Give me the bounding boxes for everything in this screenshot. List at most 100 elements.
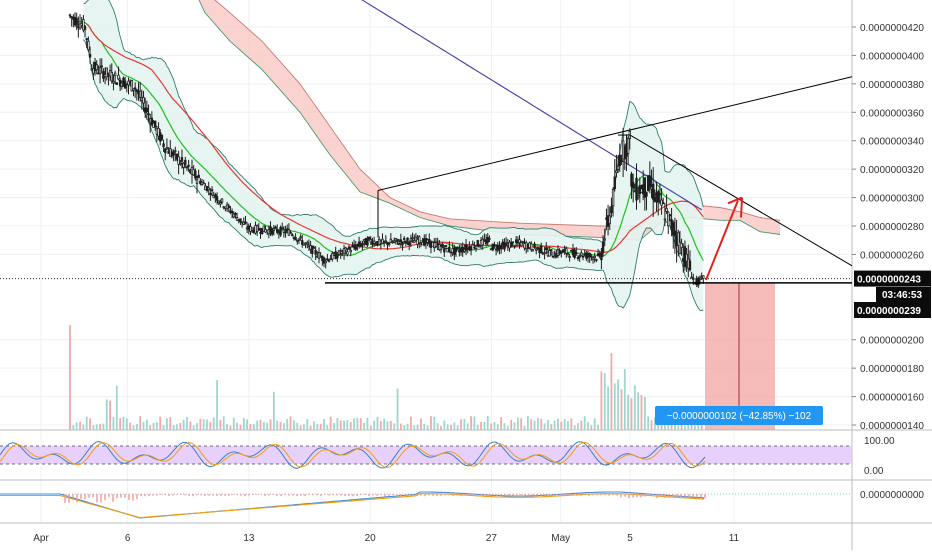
volume-bar: [553, 420, 556, 430]
time-axis[interactable]: Apr 6 13 20 27 May 5 11: [33, 533, 739, 544]
volume-bar: [85, 416, 88, 430]
macd-histogram-bar: [404, 494, 406, 496]
candle-body: [112, 81, 115, 84]
volume-bar: [476, 424, 479, 430]
candle-body: [401, 241, 404, 246]
candle-body: [591, 257, 595, 260]
candle-body: [113, 72, 117, 77]
target-arrow-shaft[interactable]: [705, 200, 739, 281]
price-axis[interactable]: 0.0000000140 0.0000000160 0.0000000180 0.00…: [852, 23, 924, 501]
volume-bar: [389, 420, 392, 430]
candle-body: [518, 239, 521, 244]
volume-bar: [590, 425, 593, 430]
volume-bar: [540, 418, 543, 430]
candle-body: [182, 163, 185, 168]
volume-bar: [155, 422, 158, 430]
volume-bar: [326, 424, 329, 430]
macd-histogram-bar: [168, 494, 170, 496]
candle-body: [513, 245, 516, 248]
volume-bar: [219, 419, 222, 430]
countdown-box: [876, 287, 931, 302]
volume-bar: [122, 416, 125, 430]
trendline-drawings[interactable]: [0, 76, 853, 284]
candle-body: [339, 252, 342, 255]
macd-histogram-bar: [696, 494, 698, 498]
macd-histogram-bar: [356, 494, 358, 496]
candle-body: [214, 194, 217, 198]
volume-bar: [630, 398, 633, 430]
candle-body: [702, 275, 705, 279]
macd-histogram-bar: [532, 494, 534, 495]
volume-bar: [119, 418, 122, 430]
macd-histogram-bar: [672, 494, 674, 498]
candle-body: [626, 137, 630, 154]
volume-bar: [653, 417, 656, 430]
volume-bar: [627, 394, 630, 430]
volume-bar: [373, 420, 376, 430]
candle-body: [662, 202, 665, 205]
volume-bar: [396, 388, 399, 430]
macd-histogram-bar: [524, 494, 526, 496]
candle-body: [257, 228, 261, 231]
rsi-tick-label: 0.00: [864, 466, 884, 477]
volume-bar: [403, 425, 406, 430]
candle-body: [568, 256, 571, 258]
candle-body: [611, 188, 615, 207]
volume-bar: [145, 419, 148, 430]
candle-body: [244, 221, 247, 224]
macd-histogram-bar: [340, 494, 342, 496]
candle-body: [326, 258, 329, 261]
macd-histogram-bar: [632, 494, 634, 498]
price-tick-label: 0.0000000300: [860, 194, 924, 205]
measure-label-box: [655, 406, 823, 425]
candle-body: [135, 89, 139, 92]
macd-histogram-bar: [184, 494, 186, 496]
macd-histogram-bar: [248, 494, 250, 496]
candle-body: [322, 257, 326, 264]
volume-bar: [176, 424, 178, 430]
macd-signal-line: [0, 493, 705, 519]
volume-bar: [316, 424, 319, 430]
macd-histogram-bar: [548, 494, 550, 496]
candle-body: [194, 170, 197, 179]
macd-histogram-bar: [176, 494, 178, 495]
candle-body: [444, 245, 448, 247]
rising-trendline[interactable]: [377, 76, 853, 191]
macd-histogram-bar: [604, 494, 606, 496]
candle-body: [296, 239, 299, 242]
candle-body: [294, 237, 297, 240]
macd-histogram-bar: [564, 494, 566, 497]
candle-body: [645, 192, 648, 197]
macd-histogram-bar: [112, 494, 114, 502]
candle-body: [87, 40, 90, 50]
volume-bar: [95, 424, 98, 430]
candle-body: [117, 74, 120, 80]
macd-histogram-bar: [136, 494, 138, 500]
macd-histogram-bar: [140, 494, 142, 496]
candle-body: [132, 88, 135, 91]
volume-bar: [159, 416, 162, 430]
volume-bar: [623, 368, 626, 430]
macd-histogram-bar: [372, 494, 374, 496]
target-arrow-head[interactable]: [727, 196, 743, 218]
candle-body: [648, 175, 652, 188]
volume-bar: [547, 419, 549, 430]
measure-label: −0.0000000102 (−42.85%) −102: [667, 411, 812, 422]
candle-body: [299, 236, 302, 239]
macd-histogram-bar: [572, 494, 574, 495]
candle-body: [486, 237, 489, 243]
macd-histogram-bar: [68, 494, 70, 503]
candle-body: [404, 241, 408, 244]
candle-body: [210, 189, 214, 192]
macd-histogram-bar: [640, 494, 642, 498]
candle-body: [615, 170, 618, 174]
macd-histogram-bar: [484, 494, 486, 496]
volume-bar: [196, 423, 198, 430]
candle-body: [653, 196, 657, 202]
measure-range-box: [705, 282, 775, 430]
volume-bar: [637, 392, 640, 430]
candle-body: [443, 248, 446, 253]
measure-label-group: −0.0000000102 (−42.85%) −102: [655, 406, 823, 425]
volume-bar: [399, 423, 402, 430]
